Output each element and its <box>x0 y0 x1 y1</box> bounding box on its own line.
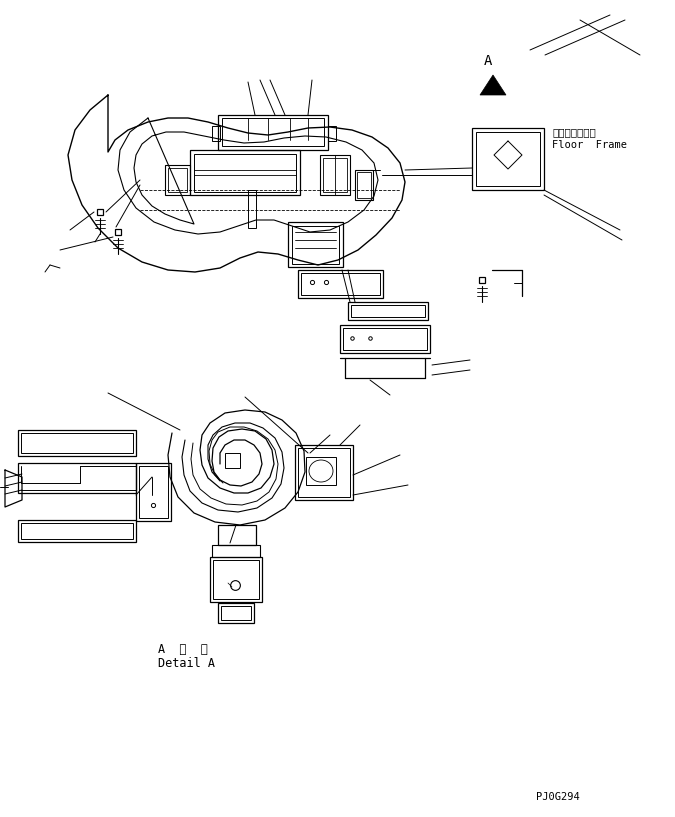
Bar <box>218 603 254 623</box>
Bar <box>218 115 328 150</box>
Bar <box>18 430 136 456</box>
Text: A: A <box>484 54 492 68</box>
Bar <box>292 226 339 264</box>
Bar <box>168 168 187 192</box>
Bar <box>210 557 262 602</box>
Bar <box>476 132 540 186</box>
Text: Detail A: Detail A <box>158 657 215 670</box>
Bar <box>351 305 425 317</box>
Bar <box>222 118 324 146</box>
Bar <box>218 525 256 545</box>
Bar <box>295 445 353 500</box>
Bar <box>248 190 256 228</box>
Bar <box>348 302 428 320</box>
Text: A  詳  細: A 詳 細 <box>158 643 208 656</box>
Bar <box>194 154 296 192</box>
Text: PJ0G294: PJ0G294 <box>536 792 580 802</box>
Bar <box>323 158 347 192</box>
Bar <box>212 126 220 141</box>
Bar <box>306 457 336 485</box>
Bar <box>190 150 300 195</box>
Polygon shape <box>480 75 506 95</box>
Bar <box>21 433 133 453</box>
Bar <box>343 328 427 350</box>
Bar <box>328 126 336 141</box>
Bar <box>298 270 383 298</box>
Bar <box>472 128 544 190</box>
Bar <box>298 448 350 497</box>
Bar <box>225 453 240 468</box>
Bar <box>213 560 259 599</box>
Bar <box>320 155 350 195</box>
Bar <box>18 463 136 493</box>
Bar <box>18 520 136 542</box>
Bar <box>139 466 168 518</box>
Text: Floor  Frame: Floor Frame <box>552 140 627 150</box>
Bar <box>212 545 260 557</box>
Bar <box>136 463 171 521</box>
Bar <box>357 172 371 198</box>
Text: フロアフレーム: フロアフレーム <box>552 127 596 137</box>
Bar <box>340 325 430 353</box>
Bar <box>221 606 251 620</box>
Bar <box>355 170 373 200</box>
Bar <box>165 165 190 195</box>
Bar <box>288 222 343 267</box>
Bar <box>301 273 380 295</box>
Bar <box>21 523 133 539</box>
